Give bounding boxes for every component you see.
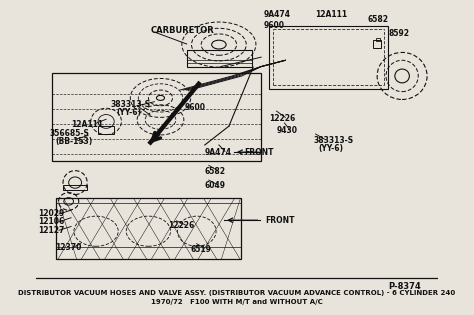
Text: 8592: 8592 — [388, 29, 409, 38]
Bar — [269, 26, 388, 89]
Text: P-8374: P-8374 — [388, 282, 421, 291]
Text: 9600: 9600 — [185, 103, 206, 112]
Text: 6519: 6519 — [191, 244, 211, 254]
Text: CARBURETOR: CARBURETOR — [150, 26, 214, 35]
Text: FRONT: FRONT — [265, 216, 295, 225]
Bar — [375, 38, 380, 42]
Bar — [373, 40, 381, 48]
Text: (BB-153): (BB-153) — [55, 137, 92, 146]
Text: 12029: 12029 — [37, 209, 64, 218]
Text: 9A474: 9A474 — [263, 10, 290, 19]
Text: 383313-S: 383313-S — [313, 136, 354, 145]
Text: 12A111: 12A111 — [316, 10, 347, 19]
Text: 12370: 12370 — [55, 243, 82, 252]
Text: 6049: 6049 — [205, 181, 226, 190]
Bar — [98, 126, 114, 134]
Bar — [56, 198, 241, 260]
Text: 12127: 12127 — [37, 226, 64, 235]
Text: 9430: 9430 — [276, 126, 298, 135]
Text: FRONT: FRONT — [244, 148, 274, 157]
Text: 12A111: 12A111 — [71, 120, 103, 129]
Bar — [63, 185, 87, 191]
Text: 12226: 12226 — [169, 221, 195, 230]
Text: 9A474: 9A474 — [205, 148, 232, 157]
Text: (YY-6): (YY-6) — [116, 108, 141, 117]
Bar — [52, 73, 261, 161]
Text: 12226: 12226 — [269, 114, 295, 123]
Text: 6582: 6582 — [368, 15, 389, 24]
Text: (YY-6): (YY-6) — [319, 144, 344, 153]
Text: 1970/72   F100 WITH M/T and WITHOUT A/C: 1970/72 F100 WITH M/T and WITHOUT A/C — [151, 299, 323, 305]
Bar — [187, 50, 252, 67]
Text: 383313-S: 383313-S — [110, 100, 150, 109]
Text: 6582: 6582 — [205, 167, 226, 176]
Text: 9600: 9600 — [263, 21, 284, 30]
Text: DISTRIBUTOR VACUUM HOSES AND VALVE ASSY. (DISTRIBUTOR VACUUM ADVANCE CONTROL) - : DISTRIBUTOR VACUUM HOSES AND VALVE ASSY.… — [18, 290, 456, 296]
Text: 356685-S: 356685-S — [50, 129, 90, 138]
Text: 12106: 12106 — [37, 217, 64, 226]
